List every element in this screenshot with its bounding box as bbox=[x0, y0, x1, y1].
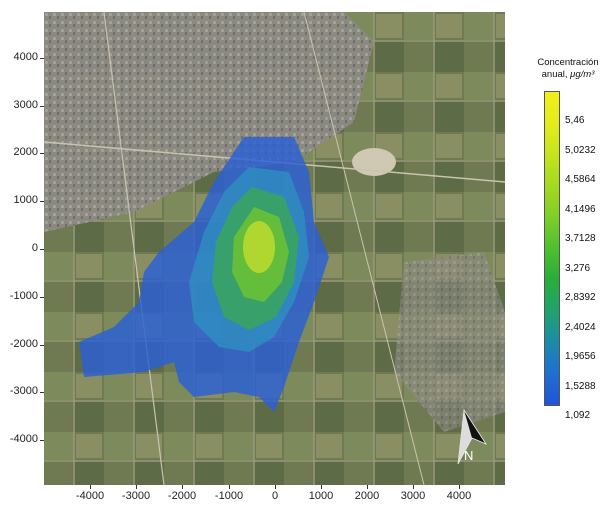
y-tick-label: 1000 bbox=[13, 194, 38, 206]
legend-level-label: 4,5864 bbox=[565, 174, 596, 185]
y-tick-label: 3000 bbox=[13, 99, 38, 111]
legend-level-label: 5,46 bbox=[565, 115, 585, 126]
x-tick-mark bbox=[459, 485, 460, 489]
legend-color-bar bbox=[544, 91, 560, 406]
north-arrow-icon-light bbox=[458, 410, 472, 464]
north-arrow-label: N bbox=[464, 448, 473, 463]
y-tick-mark bbox=[40, 392, 44, 393]
x-tick-label: 2000 bbox=[354, 490, 380, 502]
x-tick-label: -2000 bbox=[167, 490, 197, 502]
legend-level-label: 4,1496 bbox=[565, 203, 596, 215]
x-tick-label: -1000 bbox=[214, 490, 244, 502]
x-tick-label: -3000 bbox=[121, 490, 151, 502]
north-arrow: N bbox=[450, 408, 490, 471]
x-tick-label: 0 bbox=[271, 490, 279, 502]
legend-level-label: 2,8392 bbox=[565, 292, 596, 303]
x-tick-mark bbox=[90, 485, 91, 489]
basemap-urban-area bbox=[44, 12, 374, 232]
x-tick-mark bbox=[182, 485, 183, 489]
y-tick-label: -2000 bbox=[9, 338, 38, 350]
y-tick-label: -1000 bbox=[9, 290, 38, 302]
x-tick-label: 1000 bbox=[308, 490, 334, 502]
y-tick-label: -3000 bbox=[9, 385, 38, 397]
x-tick-mark bbox=[275, 485, 276, 489]
legend-title: Concentración anual, μg/m³ bbox=[531, 57, 605, 81]
y-tick-label: 2000 bbox=[13, 146, 38, 158]
y-tick-mark bbox=[40, 106, 44, 107]
y-tick-label: -4000 bbox=[9, 433, 38, 445]
y-tick-mark bbox=[40, 345, 44, 346]
legend-title-prefix: anual, bbox=[541, 69, 571, 80]
x-tick-label: 4000 bbox=[446, 490, 472, 502]
y-tick-mark bbox=[40, 201, 44, 202]
legend-level-label: 3,276 bbox=[565, 262, 591, 274]
basemap-road bbox=[303, 12, 425, 485]
x-tick-mark bbox=[136, 485, 137, 489]
x-tick-mark bbox=[229, 485, 230, 489]
x-tick-mark bbox=[367, 485, 368, 489]
legend-title-line1: Concentración bbox=[537, 57, 599, 68]
x-tick-mark bbox=[413, 485, 414, 489]
basemap-road bbox=[103, 12, 165, 485]
map-canvas bbox=[44, 12, 505, 485]
legend-level-label: 1,092 bbox=[565, 410, 591, 421]
y-tick-mark bbox=[40, 297, 44, 298]
legend-level-label: 1,9656 bbox=[565, 351, 596, 362]
x-tick-label: -4000 bbox=[75, 490, 105, 502]
legend-unit: μg/m³ bbox=[570, 69, 595, 80]
y-tick-mark bbox=[40, 153, 44, 154]
basemap-urban-area-2 bbox=[394, 252, 505, 432]
y-tick-label: 0 bbox=[31, 242, 38, 254]
legend-level-label: 2,4024 bbox=[565, 321, 596, 333]
y-tick-mark bbox=[40, 58, 44, 59]
plume-core bbox=[243, 221, 275, 273]
legend-level-label: 1,5288 bbox=[565, 380, 596, 392]
map-frame bbox=[44, 12, 505, 485]
legend-title-line2: anual, μg/m³ bbox=[531, 69, 605, 81]
legend-level-label: 5,0232 bbox=[565, 144, 596, 156]
x-tick-mark bbox=[321, 485, 322, 489]
legend-level-label: 3,7128 bbox=[565, 233, 596, 244]
y-tick-label: 4000 bbox=[13, 51, 38, 63]
x-tick-label: 3000 bbox=[400, 490, 426, 502]
y-tick-mark bbox=[40, 249, 44, 250]
y-tick-mark bbox=[40, 440, 44, 441]
